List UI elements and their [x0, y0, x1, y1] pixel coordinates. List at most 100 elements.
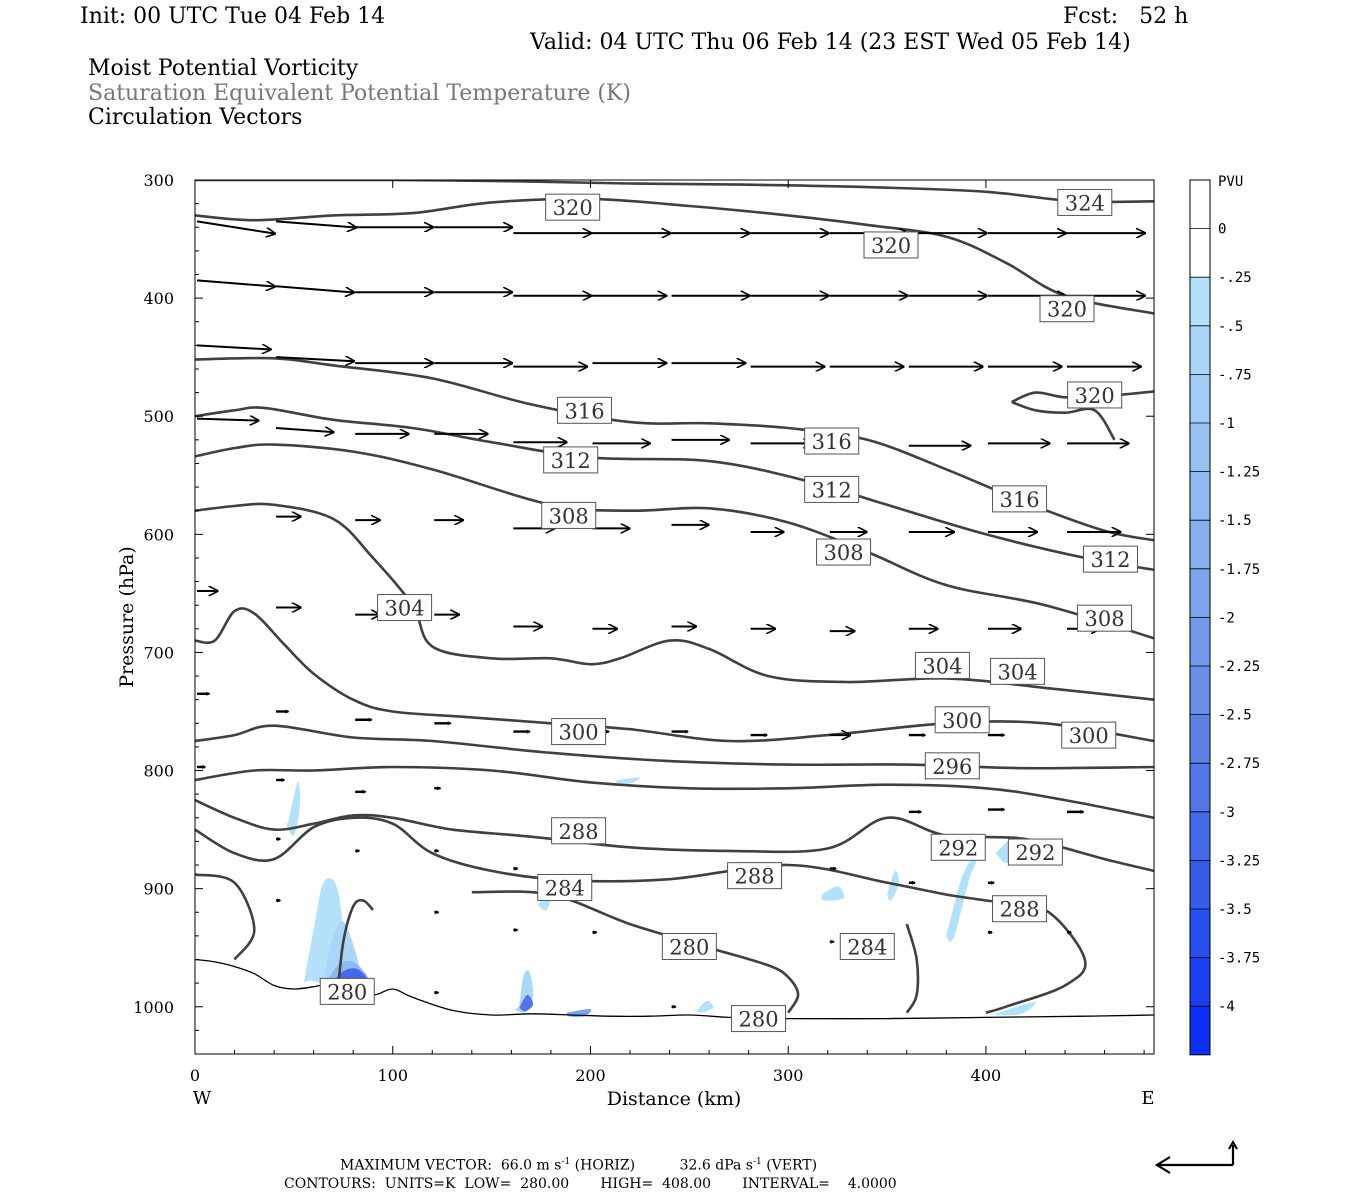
contour-label-box: [1057, 188, 1113, 216]
contour-label: 284: [839, 933, 895, 961]
circulation-vector-head: [830, 939, 835, 944]
contour-label-box: [541, 501, 597, 529]
mpv-region: [946, 840, 986, 942]
circulation-vector-head: [277, 898, 282, 903]
y-tick-label: 600: [143, 525, 174, 544]
circulation-vector-head: [1068, 930, 1073, 935]
mpv-region: [887, 870, 900, 901]
y-axis-label: Pressure (hPa): [116, 546, 138, 688]
circulation-vector-head: [281, 777, 286, 782]
theta-es-contour-308: [195, 443, 1154, 640]
theta-es-contour-304: [195, 502, 1154, 701]
contour-info-line: CONTOURS: UNITS=K LOW= 280.00 HIGH= 408.…: [284, 1176, 897, 1192]
contour-label-text: 308: [824, 541, 864, 565]
contour-label-text: 304: [922, 654, 962, 678]
theta-es-contour-288: [195, 798, 1154, 873]
mpv-region: [821, 886, 845, 901]
plot-frame: [194, 179, 1155, 1055]
circulation-vector-head: [285, 709, 290, 714]
contour-label-box: [1082, 545, 1138, 573]
contour-label-text: 292: [1015, 841, 1055, 865]
contour-label-text: 312: [812, 478, 852, 502]
colorbar-label: -.75: [1218, 367, 1252, 383]
contour-label: 288: [992, 895, 1048, 923]
contour-label-box: [1077, 604, 1133, 632]
contour-label: 316: [992, 485, 1048, 513]
contour-label: 308: [541, 501, 597, 529]
colorbar-cell: [1190, 325, 1210, 375]
contour-label-box: [992, 895, 1048, 923]
contour-label-box: [1067, 381, 1123, 409]
contour-label-text: 324: [1065, 191, 1105, 215]
circulation-vector-head: [435, 848, 440, 853]
contour-label-box: [924, 752, 980, 780]
contour-label-text: 308: [549, 504, 589, 528]
colorbar-label: -1.75: [1218, 562, 1260, 578]
contour-label: 296: [924, 752, 980, 780]
horiz-exp: -1: [561, 1157, 571, 1167]
circulation-vector-head: [672, 1004, 677, 1009]
y-tick-label: 300: [143, 171, 174, 190]
contour-label: 320: [1067, 381, 1123, 409]
theta-es-contour-280: [336, 898, 374, 996]
circulation-vectors: [196, 220, 1145, 1009]
colorbar-label: -.5: [1218, 319, 1243, 335]
y-tick-label: 800: [143, 762, 174, 781]
contour-label-text: 316: [812, 430, 852, 454]
colorbar-cell: [1190, 180, 1210, 229]
colorbar-label: -3.5: [1218, 902, 1252, 918]
circulation-vector-head: [918, 809, 923, 814]
y-tick-label: 500: [143, 407, 174, 426]
contour-label-box: [1007, 838, 1063, 866]
terrain-line: [195, 958, 1154, 1020]
contour-label: 312: [804, 475, 860, 503]
contour-label-text: 300: [942, 709, 982, 733]
circulation-vector-head: [514, 927, 519, 932]
contour-label-text: 320: [553, 196, 593, 220]
contour-label-box: [816, 538, 872, 566]
horiz-tag: (HORIZ): [574, 1157, 636, 1174]
circulation-vector-head: [989, 930, 994, 935]
mpv-region: [995, 1001, 1036, 1016]
axes: 0 100 200 300 400 300 400 500 600 700 800 900 1000: [133, 171, 1154, 1085]
contour-label-text: 288: [559, 820, 599, 844]
contour-label-text: 296: [932, 755, 972, 779]
colorbar-label: -3.75: [1218, 951, 1260, 967]
contour-label-box: [839, 933, 895, 961]
vert-tag: (VERT): [766, 1157, 818, 1174]
theta-es-contour-280: [905, 923, 920, 1014]
circulation-vector-head: [1001, 733, 1006, 738]
contour-label-box: [545, 193, 601, 221]
contour-label: 280: [319, 977, 375, 1005]
contour-label: 304: [990, 657, 1046, 685]
contour-label-text: 304: [385, 597, 425, 621]
circulation-vector-head: [922, 733, 927, 738]
contour-label-text: 304: [998, 660, 1038, 684]
x-axis-label: Distance (km): [607, 1088, 742, 1110]
contour-label-box: [863, 231, 919, 259]
contour-label-box: [934, 706, 990, 734]
circulation-vector-head: [368, 717, 373, 722]
colorbar-cell: [1190, 811, 1210, 861]
contour-label: 324: [1057, 188, 1113, 216]
theta-es-contour-284: [195, 816, 1087, 1014]
contour-label: 280: [731, 1005, 787, 1033]
contour-label-text: 280: [669, 936, 709, 960]
circulation-vector-head: [437, 786, 442, 791]
contour-label-box: [551, 718, 607, 746]
mpv-region: [697, 1000, 714, 1013]
contour-label: 284: [537, 873, 593, 901]
contour-label-box: [804, 475, 860, 503]
colorbar-cell: [1190, 617, 1210, 666]
contour-label-box: [992, 485, 1048, 513]
field-mpv-title: Moist Potential Vorticity: [88, 56, 359, 81]
colorbar-label: -2.5: [1218, 708, 1252, 724]
contour-label-box: [990, 657, 1046, 685]
colorbar-label: 0: [1218, 222, 1226, 238]
valid-time: Valid: 04 UTC Thu 06 Feb 14 (23 EST Wed …: [530, 30, 1131, 55]
colorbar-label: -1.25: [1218, 465, 1260, 481]
contour-label: 316: [804, 427, 860, 455]
circulation-vector-head: [605, 729, 610, 734]
contour-label: 316: [557, 396, 613, 424]
colorbar-cell: [1190, 471, 1210, 521]
